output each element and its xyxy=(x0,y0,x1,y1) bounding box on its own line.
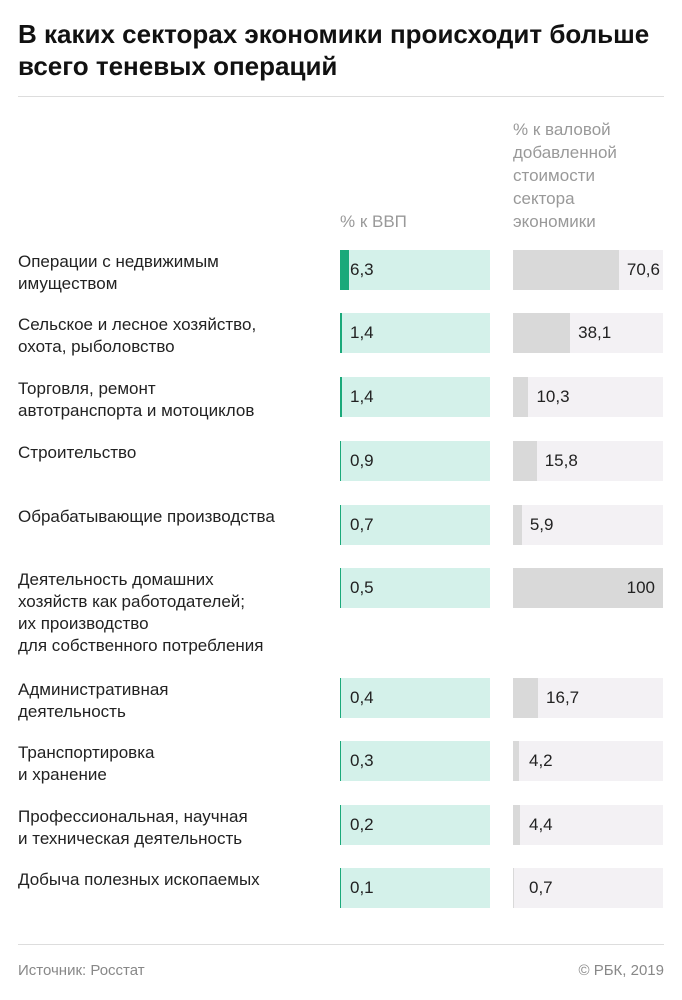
bar xyxy=(513,377,529,417)
bar-track: 0,9 xyxy=(340,441,490,481)
bar xyxy=(513,678,539,718)
value-label: 4,2 xyxy=(529,751,553,770)
bar xyxy=(513,441,537,481)
value-label: 70,6 xyxy=(626,260,660,279)
bar-track: 1,4 xyxy=(340,313,490,353)
bar-track: 1,4 xyxy=(340,377,490,417)
value-label: 0,7 xyxy=(529,878,553,897)
column-header: % к ВВП xyxy=(340,212,407,231)
value-label: 5,9 xyxy=(529,515,554,534)
category-label: Деятельность домашних хозяйств как работ… xyxy=(18,570,264,655)
bar-track: 4,4 xyxy=(513,805,663,845)
value-label: 10,3 xyxy=(536,387,570,406)
value-label: 1,4 xyxy=(350,387,374,406)
bar xyxy=(513,741,520,781)
category-label: Строительство xyxy=(18,443,137,462)
bar-track: 0,7 xyxy=(340,505,490,545)
bar-track: 100 xyxy=(513,568,663,608)
value-label: 0,2 xyxy=(350,815,374,834)
category-label: Административная деятельность xyxy=(18,680,169,721)
category-label: Торговля, ремонт автотранспорта и мотоци… xyxy=(18,379,255,420)
category-label: Транспортировка и хранение xyxy=(18,743,155,784)
copyright: © РБК, 2019 xyxy=(578,962,664,979)
bar xyxy=(340,505,342,545)
divider xyxy=(18,96,664,97)
category-label: Обрабатывающие производства xyxy=(18,507,275,526)
bar-track: 0,4 xyxy=(340,678,490,718)
value-label: 0,5 xyxy=(350,578,374,597)
bar-track: 0,3 xyxy=(340,741,490,781)
source: Источник: Росстат xyxy=(18,962,145,979)
bar xyxy=(340,441,342,481)
column-header: % к валовой добавленной стоимости сектор… xyxy=(513,120,617,231)
category-label: Добыча полезных ископаемых xyxy=(18,870,260,889)
bar xyxy=(513,805,520,845)
bar xyxy=(340,377,343,417)
bar-track: 15,8 xyxy=(513,441,663,481)
category-label: Профессиональная, научная и техническая … xyxy=(18,807,248,848)
bar-track: 0,7 xyxy=(513,868,663,908)
value-label: 1,4 xyxy=(350,323,374,342)
bar xyxy=(340,678,341,718)
value-label: 38,1 xyxy=(578,323,612,342)
bar-track: 6,3 xyxy=(340,250,490,290)
bar xyxy=(513,568,663,608)
category-label: Сельское и лесное хозяйство, охота, рыбо… xyxy=(18,315,257,356)
value-label: 15,8 xyxy=(544,451,578,470)
value-label: 4,4 xyxy=(529,815,553,834)
value-label: 0,3 xyxy=(350,751,374,770)
value-label: 16,7 xyxy=(546,688,580,707)
value-label: 100 xyxy=(626,578,655,597)
bar-track: 5,9 xyxy=(513,505,663,545)
bar xyxy=(513,868,515,908)
divider xyxy=(18,944,664,945)
bar-track: 0,5 xyxy=(340,568,490,608)
value-label: 0,7 xyxy=(350,515,374,534)
bar-track: 10,3 xyxy=(513,377,663,417)
bar-track: 70,6 xyxy=(513,250,663,290)
value-label: 6,3 xyxy=(350,260,374,279)
value-label: 0,9 xyxy=(350,451,374,470)
bar xyxy=(513,313,571,353)
bar xyxy=(513,505,522,545)
value-label: 0,1 xyxy=(350,878,374,897)
chart-title: В каких секторах экономики происходит бо… xyxy=(18,19,650,81)
bar xyxy=(340,313,343,353)
value-label: 0,4 xyxy=(350,688,374,707)
bar xyxy=(340,250,350,290)
bar-track: 0,1 xyxy=(340,868,490,908)
bar xyxy=(513,250,619,290)
category-label: Операции с недвижимым имуществом xyxy=(18,252,219,293)
bar-track: 4,2 xyxy=(513,741,663,781)
bar-track: 0,2 xyxy=(340,805,490,845)
bar xyxy=(340,568,341,608)
bar-track: 38,1 xyxy=(513,313,663,353)
bar-track: 16,7 xyxy=(513,678,663,718)
